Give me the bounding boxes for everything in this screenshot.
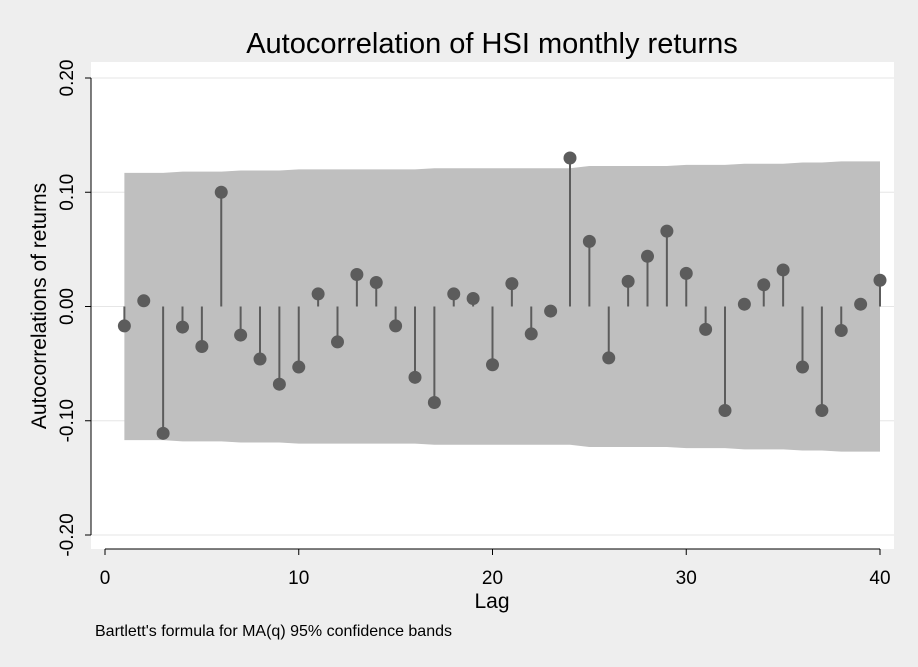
axes: -0.20 -0.10 0.00 0.10 0.20 0 10 20 30 40 bbox=[57, 60, 891, 589]
y-tick-label: -0.10 bbox=[57, 399, 78, 442]
acf-point bbox=[214, 185, 228, 199]
y-tick-label: -0.20 bbox=[57, 513, 78, 556]
y-axis-label: Autocorrelations of returns bbox=[28, 183, 51, 429]
x-tick-label: 20 bbox=[482, 568, 503, 589]
acf-point bbox=[505, 277, 519, 291]
acf-point bbox=[253, 352, 267, 366]
x-tick-label: 40 bbox=[869, 568, 890, 589]
x-tick-label: 0 bbox=[100, 568, 111, 589]
y-tick-label: 0.20 bbox=[57, 60, 78, 97]
acf-point bbox=[641, 249, 654, 263]
acf-point bbox=[660, 224, 674, 238]
acf-point bbox=[137, 294, 151, 308]
acf-point bbox=[699, 322, 713, 336]
y-tick-label: 0.10 bbox=[57, 174, 78, 211]
acf-point bbox=[621, 274, 635, 288]
x-axis-label: Lag bbox=[474, 590, 509, 613]
acf-point bbox=[563, 151, 577, 165]
acf-point bbox=[447, 287, 461, 301]
acf-point bbox=[544, 304, 558, 318]
acf-point bbox=[796, 360, 809, 374]
acf-point bbox=[602, 351, 616, 365]
acf-point bbox=[272, 377, 286, 391]
acf-point bbox=[408, 370, 422, 384]
x-tick-label: 10 bbox=[288, 568, 309, 589]
acf-point bbox=[117, 319, 131, 333]
y-tick-label: 0.00 bbox=[57, 288, 78, 325]
acf-point bbox=[466, 292, 480, 306]
acf-point bbox=[331, 335, 344, 349]
x-tick-label: 30 bbox=[676, 568, 697, 589]
acf-point bbox=[582, 234, 596, 248]
acf-point bbox=[718, 403, 732, 417]
confidence-band bbox=[124, 161, 880, 452]
acf-point bbox=[757, 278, 771, 292]
acf-point bbox=[389, 319, 403, 333]
acf-point bbox=[815, 403, 829, 417]
acf-point bbox=[369, 276, 383, 290]
acf-point bbox=[427, 395, 441, 409]
acf-point bbox=[350, 268, 364, 282]
acf-point bbox=[486, 358, 499, 372]
acf-point bbox=[873, 273, 887, 287]
acf-point bbox=[834, 323, 848, 337]
acf-point bbox=[292, 360, 306, 374]
markers bbox=[117, 151, 887, 440]
acf-point bbox=[524, 327, 538, 341]
footnote: Bartlett's formula for MA(q) 95% confide… bbox=[95, 623, 452, 640]
acf-point bbox=[776, 263, 790, 277]
acf-point bbox=[234, 328, 248, 342]
acf-point bbox=[737, 297, 751, 311]
chart-title: Autocorrelation of HSI monthly returns bbox=[246, 28, 738, 60]
acf-point bbox=[195, 339, 209, 353]
acf-point bbox=[311, 287, 325, 301]
acf-point bbox=[679, 266, 693, 280]
acf-point bbox=[176, 320, 189, 334]
acf-point bbox=[156, 426, 170, 440]
confidence-band-layer bbox=[124, 161, 880, 452]
acf-point bbox=[854, 297, 868, 311]
